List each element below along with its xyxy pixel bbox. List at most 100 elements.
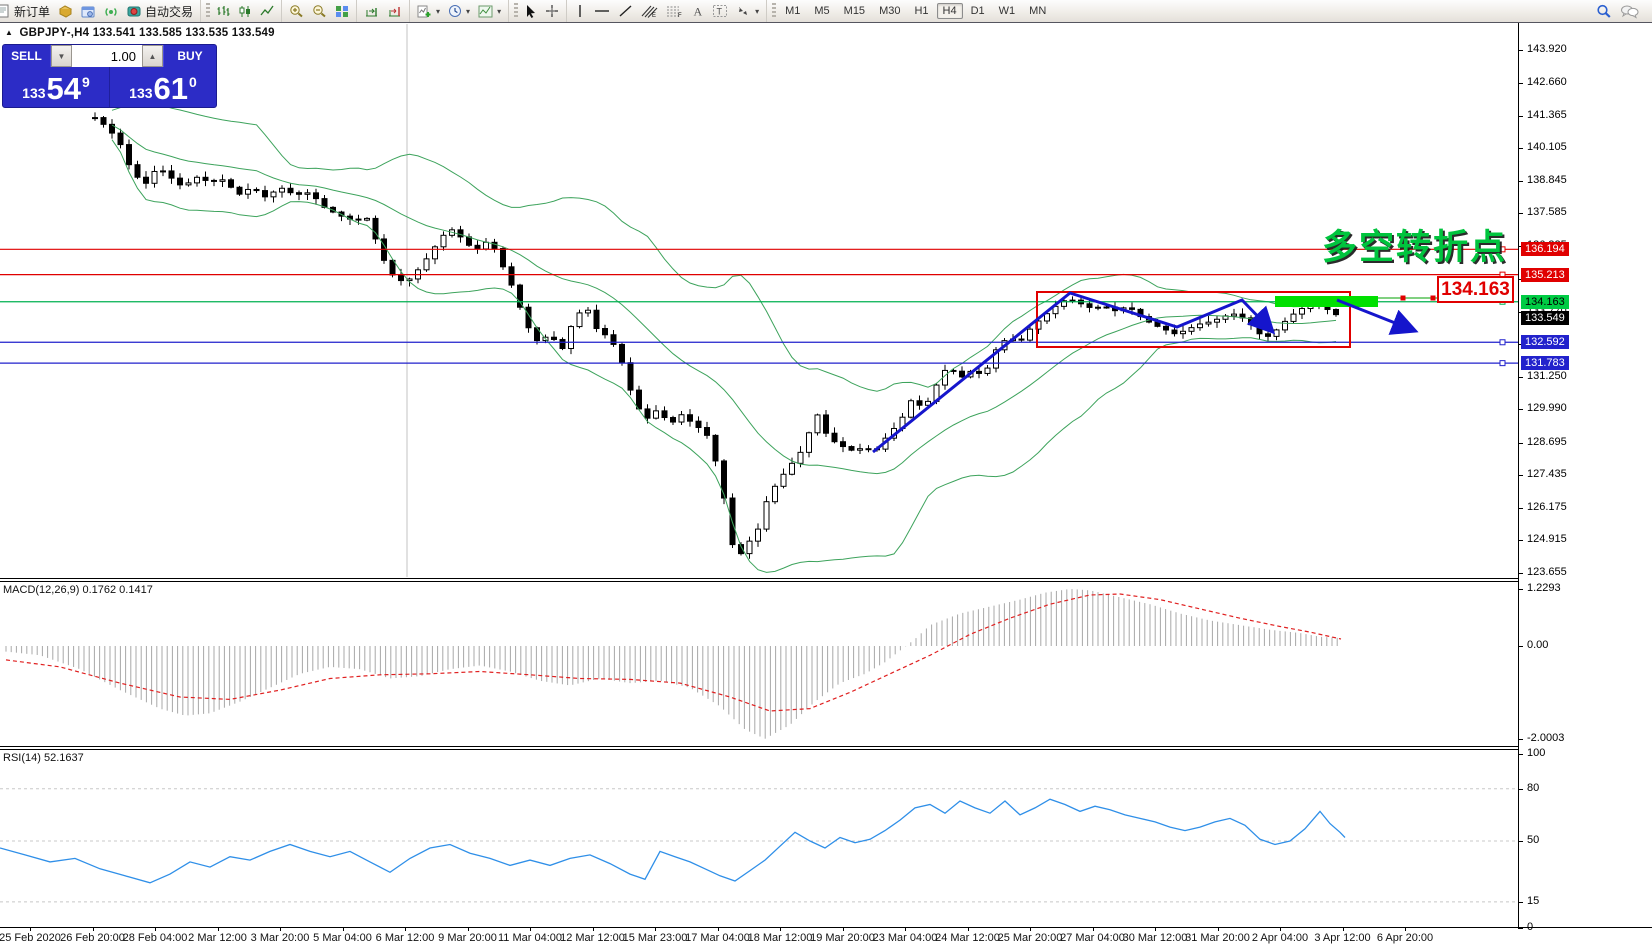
price-label-134.163[interactable]: 134.163: [1521, 294, 1569, 309]
time-tick: [1342, 927, 1344, 931]
volume-increase-button[interactable]: ▲: [142, 45, 163, 67]
auto-scroll-icon: [366, 7, 378, 16]
rsi-axis-tick: 80: [1527, 781, 1540, 794]
timeframe-h4[interactable]: H4: [936, 3, 963, 19]
arrows-tool[interactable]: ▾: [732, 1, 763, 21]
fibonacci-icon: F: [667, 6, 682, 18]
timeframe-m1[interactable]: M1: [785, 5, 801, 17]
price-tick-dash: [1518, 376, 1523, 378]
auto-scroll-button[interactable]: [360, 1, 383, 21]
new-order-icon: [0, 4, 9, 18]
time-tick: [30, 927, 31, 931]
callout-handle[interactable]: [1430, 295, 1436, 301]
crosshair-button[interactable]: [541, 1, 563, 21]
pane-separator: [0, 749, 1518, 750]
trendline-tool[interactable]: [614, 1, 637, 21]
price-label-136.194[interactable]: 136.194: [1521, 242, 1569, 257]
rsi-axis-tick: 50: [1527, 834, 1540, 846]
bar-chart-button[interactable]: [212, 1, 234, 21]
data-window-button[interactable]: [77, 1, 100, 21]
timeframe-d1[interactable]: D1: [970, 5, 985, 17]
crosshair-icon: [546, 5, 559, 17]
price-tick: 124.915: [1527, 533, 1567, 546]
fibonacci-tool[interactable]: F: [662, 1, 687, 21]
periods-dropdown-caret: ▾: [466, 6, 471, 16]
callout-handle[interactable]: [1400, 295, 1406, 301]
timeframe-h1[interactable]: H1: [914, 5, 929, 17]
text-label-tool[interactable]: T: [708, 1, 732, 21]
line-chart-icon: [260, 5, 274, 15]
chat-button[interactable]: [1616, 1, 1643, 21]
arrows-dropdown-caret: ▾: [755, 6, 760, 16]
timeframe-mn[interactable]: MN: [1029, 5, 1047, 17]
arrows-icon: [739, 7, 748, 15]
projection-arrow[interactable]: [1336, 298, 1419, 335]
rsi-axis-tick: 15: [1527, 894, 1540, 907]
price-label-131.783[interactable]: 131.783: [1521, 356, 1569, 371]
price-tick: 140.105: [1527, 141, 1567, 154]
timeframe-m15[interactable]: M15: [843, 5, 866, 17]
sell-price[interactable]: 133 54 9: [3, 67, 110, 107]
price-tick: 123.655: [1527, 565, 1567, 578]
trend-zigzag-line[interactable]: [872, 291, 1276, 454]
time-label: 2 Apr 04:00: [1251, 932, 1309, 944]
line-chart-button[interactable]: [256, 1, 278, 21]
buy-button[interactable]: BUY: [163, 45, 216, 67]
time-label: 2 Mar 12:00: [188, 932, 247, 944]
level-handle[interactable]: [1499, 360, 1506, 367]
price-tick: 137.585: [1527, 206, 1567, 219]
zoom-in-button[interactable]: [285, 1, 308, 21]
pivot-annotation-text[interactable]: 多空转折点: [1322, 228, 1508, 267]
timeframe-group: M1 M5 M15 M30 H1 H4 D1 W1 MN: [766, 0, 1056, 22]
collapse-triangle-icon[interactable]: ▲: [5, 28, 14, 37]
candlestick-chart-button[interactable]: [234, 1, 256, 21]
buy-price[interactable]: 133 61 0: [110, 67, 216, 107]
timeframe-m30[interactable]: M30: [879, 5, 901, 17]
price-tick-dash: [1518, 442, 1523, 444]
toolbar-grip: [206, 3, 211, 19]
time-label: 11 Mar 04:00: [497, 932, 563, 944]
price-tick-dash: [1518, 50, 1523, 51]
market-depth-button[interactable]: [54, 1, 77, 21]
periods-button[interactable]: ▾: [444, 1, 474, 21]
signals-button[interactable]: [100, 1, 123, 21]
price-label-132.592[interactable]: 132.592: [1521, 335, 1569, 350]
price-label-135.213[interactable]: 135.213: [1521, 267, 1569, 282]
autotrade-button[interactable]: 自动交易: [123, 1, 197, 21]
search-button[interactable]: [1592, 1, 1616, 21]
main-toolbar: 新订单 自动交易: [0, 0, 1652, 23]
vertical-line-tool[interactable]: [570, 1, 590, 21]
cursor-button[interactable]: [520, 1, 541, 21]
pane-separator[interactable]: [0, 746, 1518, 747]
price-callout-label[interactable]: 134.163: [1437, 276, 1514, 303]
text-tool[interactable]: A: [687, 1, 708, 21]
templates-button[interactable]: ▾: [474, 1, 505, 21]
chart-shift-button[interactable]: [383, 1, 406, 21]
zoom-out-button[interactable]: [308, 1, 331, 21]
time-label: 24 Mar 12:00: [935, 932, 1000, 944]
level-handle[interactable]: [1499, 246, 1506, 253]
bid-price-label[interactable]: 133.549: [1521, 310, 1569, 325]
level-handle[interactable]: [1499, 339, 1506, 346]
price-tick: 127.435: [1527, 468, 1567, 481]
bar-chart-icon: [217, 5, 230, 16]
vertical-line-icon: [579, 5, 581, 17]
tile-windows-button[interactable]: [331, 1, 353, 21]
price-tick: 143.920: [1527, 43, 1567, 55]
time-label: 6 Mar 12:00: [375, 932, 435, 944]
equidistant-channel-tool[interactable]: E: [637, 1, 662, 21]
resistance-zone-bar[interactable]: [1275, 296, 1378, 307]
volume-decrease-button[interactable]: ▼: [51, 45, 72, 67]
sell-button[interactable]: SELL: [3, 45, 51, 67]
pane-separator[interactable]: [0, 578, 1518, 579]
timeframe-m5[interactable]: M5: [814, 5, 830, 17]
horizontal-line-tool[interactable]: [590, 1, 614, 21]
symbol-ohlc-header: ▲ GBPJPY-,H4 133.541 133.585 133.535 133…: [5, 27, 275, 39]
timeframe-w1[interactable]: W1: [998, 5, 1016, 17]
new-order-button[interactable]: 新订单: [0, 1, 54, 21]
volume-input[interactable]: 1.00: [72, 45, 142, 67]
time-label: 26 Feb 20:00: [60, 932, 125, 944]
buy-price-prefix: 133: [129, 85, 153, 101]
indicators-button[interactable]: ▾: [413, 1, 444, 21]
